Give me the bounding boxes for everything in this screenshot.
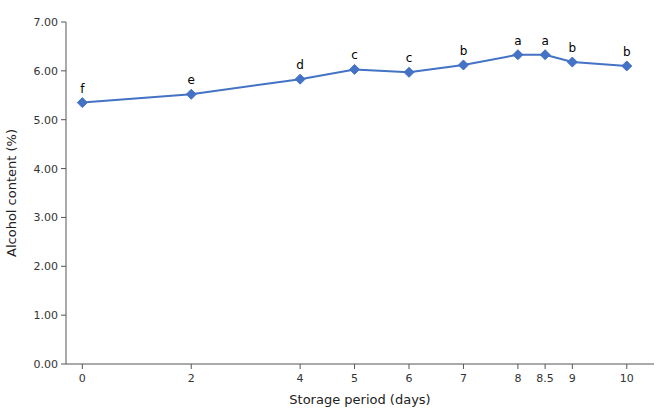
y-axis-line	[66, 22, 67, 364]
x-tick	[572, 364, 573, 369]
x-tick-label: 5	[351, 372, 358, 385]
point	[458, 60, 468, 70]
point	[567, 57, 577, 67]
x-tick-label: 8.5	[536, 372, 554, 385]
y-tick-label: 2.00	[34, 260, 59, 273]
y-tick	[61, 217, 66, 218]
x-tick	[409, 364, 410, 369]
x-axis-label: Storage period (days)	[289, 392, 430, 407]
y-tick-label: 6.00	[34, 65, 59, 78]
x-tick-label: 2	[188, 372, 195, 385]
point	[350, 64, 360, 74]
x-tick-label: 7	[460, 372, 467, 385]
x-axis-line	[66, 364, 654, 365]
annotation: a	[514, 34, 521, 48]
annotations: f e d c c b a a b b	[80, 34, 630, 96]
x-tick	[354, 364, 355, 369]
x-tick-label: 6	[406, 372, 413, 385]
y-tick	[61, 266, 66, 267]
y-tick	[61, 119, 66, 120]
x-tick-label: 9	[569, 372, 576, 385]
x-tick-label: 4	[297, 372, 304, 385]
annotation: a	[541, 34, 548, 48]
x-tick-label: 8	[514, 372, 521, 385]
y-tick	[61, 168, 66, 169]
y-tick-label: 1.00	[34, 309, 59, 322]
point	[77, 98, 87, 108]
x-tick	[191, 364, 192, 369]
annotation: f	[80, 82, 85, 96]
point	[540, 50, 550, 60]
chart: 0 2 4 5 6 7 8 8.5 9 10 0.00 1.00 2.00 3.00 4.00 5.00 6.0…	[0, 0, 672, 416]
y-axis-label: Alcohol content (%)	[4, 129, 19, 257]
x-tick	[82, 364, 83, 369]
annotation: b	[623, 45, 631, 59]
y-tick-label: 3.00	[34, 211, 59, 224]
x-tick	[626, 364, 627, 369]
y-tick-label: 7.00	[34, 16, 59, 29]
point	[186, 89, 196, 99]
x-tick	[300, 364, 301, 369]
axes: 0 2 4 5 6 7 8 8.5 9 10 0.00 1.00 2.00 3.00 4.00 5.00 6.0…	[34, 16, 655, 385]
x-tick	[463, 364, 464, 369]
annotation: e	[188, 73, 195, 87]
y-tick	[61, 70, 66, 71]
point	[404, 67, 414, 77]
annotation: d	[296, 58, 304, 72]
y-tick	[61, 315, 66, 316]
x-tick	[545, 364, 546, 369]
annotation: c	[406, 51, 413, 65]
annotation: c	[351, 48, 358, 62]
annotation: b	[460, 44, 468, 58]
x-tick-label: 10	[620, 372, 634, 385]
y-tick-label: 4.00	[34, 163, 59, 176]
y-tick	[61, 364, 66, 365]
x-tick-label: 0	[79, 372, 86, 385]
point	[295, 74, 305, 84]
point	[622, 61, 632, 71]
point	[513, 50, 523, 60]
x-tick	[517, 364, 518, 369]
y-tick-label: 0.00	[34, 358, 59, 371]
annotation: b	[569, 41, 577, 55]
y-tick-label: 5.00	[34, 114, 59, 127]
y-tick	[61, 22, 66, 23]
